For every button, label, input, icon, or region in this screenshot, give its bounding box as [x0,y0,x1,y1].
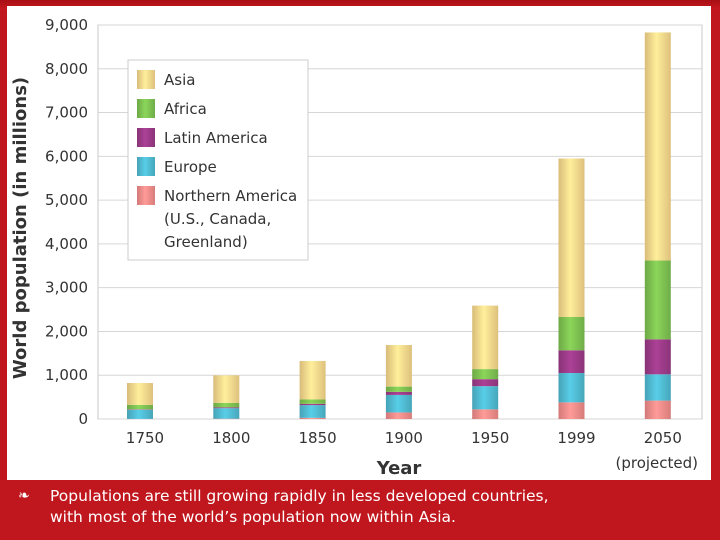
legend-label: Africa [164,100,207,118]
legend-label: Asia [164,71,195,89]
bars [127,32,671,419]
legend-swatch [137,70,155,89]
y-axis-title: World population (in millions) [10,77,31,379]
legend-swatch [137,128,155,147]
y-tick-label: 1,000 [45,366,88,384]
bar-segment [644,374,671,401]
chart-panel: 0 1,000 2,000 3,000 4,000 5,000 6,000 7,000 8,00… [7,6,711,480]
bar-segment [644,260,671,340]
y-tick-label: 7,000 [45,104,88,122]
bar-segment [472,386,499,410]
legend-swatch [137,99,155,118]
y-tick-label: 9,000 [45,16,88,34]
bar-segment [644,339,671,375]
bar-segment [558,158,585,317]
y-tick-label: 3,000 [45,279,88,297]
bullet-icon: ❧ [18,488,30,504]
x-tick-label: 1800 [212,429,250,447]
y-tick-label: 4,000 [45,235,88,253]
bar-segment [644,32,671,261]
legend-swatch [137,157,155,176]
bar-segment [472,409,499,419]
bar-segment [472,379,499,387]
bar-segment [472,305,499,370]
legend-label: Greenland) [164,233,248,251]
bar-segment [127,409,153,419]
x-ticks: 1750 1800 1850 1900 1950 1999 2050 [126,429,682,447]
population-chart: 0 1,000 2,000 3,000 4,000 5,000 6,000 7,000 8,00… [10,16,703,479]
bar-segment [558,402,585,419]
bar-segment [127,383,153,405]
x-tick-label: 2050 [644,429,682,447]
y-ticks: 0 1,000 2,000 3,000 4,000 5,000 6,000 7,000 8,00… [45,16,88,428]
legend-label: Europe [164,158,217,176]
x-tick-label: 1750 [126,429,164,447]
bar-segment [385,391,412,395]
bar-segment [385,345,412,387]
legend: Asia Africa Latin America Europe Northern Am… [127,59,309,261]
bar-segment [558,373,585,403]
bar-segment [127,404,153,410]
y-tick-label: 6,000 [45,147,88,165]
x-tick-label: 1850 [299,429,337,447]
legend-label: Northern America [164,187,297,205]
x-axis-title: Year [376,458,422,479]
legend-swatch [137,186,155,205]
x-tick-label: 1900 [385,429,423,447]
x-tick-label: 1999 [557,429,595,447]
caption-line-2: with most of the world’s population now … [50,508,456,526]
bar-segment [299,417,326,419]
bar-segment [213,407,240,409]
legend-label: Latin America [164,129,268,147]
projected-note: (projected) [615,454,698,472]
bar-segment [644,400,671,419]
bar-segment [385,386,412,392]
slide-top-bar [0,0,720,10]
bar-segment [213,408,240,419]
bar-segment [299,360,326,400]
bar-segment [472,369,499,380]
y-tick-label: 2,000 [45,322,88,340]
bar-segment [558,350,585,374]
y-tick-label: 8,000 [45,60,88,78]
x-tick-label: 1950 [471,429,509,447]
caption: Populations are still growing rapidly in… [50,486,700,528]
y-tick-label: 0 [78,410,88,428]
legend-label: (U.S., Canada, [164,210,271,228]
bar-segment [558,316,585,351]
bar-segment [213,375,240,403]
bar-segment [385,394,412,413]
y-tick-label: 5,000 [45,191,88,209]
bar-segment [385,412,412,419]
legend-box [127,59,309,261]
bar-segment [299,399,326,404]
caption-line-1: Populations are still growing rapidly in… [50,487,549,505]
bar-segment [299,403,326,406]
bar-segment [299,405,326,418]
bar-segment [213,402,240,408]
